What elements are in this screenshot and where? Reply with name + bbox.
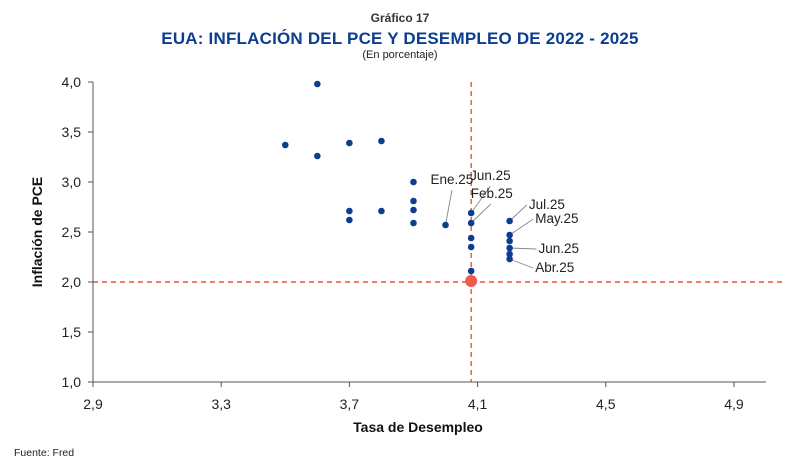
annotation-leader-line [509, 247, 537, 250]
data-point [506, 255, 513, 263]
data-point [467, 243, 475, 251]
data-point [378, 137, 385, 145]
data-point [281, 141, 289, 149]
annotation-label: Jun.25 [470, 168, 511, 183]
y-axis-ticks: 1,0 1,5 2,0 2,5 3,0 3,5 4,0 [62, 74, 93, 390]
annotation-leader-line [509, 204, 528, 222]
chart-kicker: Gráfico 17 [370, 11, 430, 25]
annotation-leader-line [509, 258, 534, 269]
y-tick-label: 2,5 [62, 224, 82, 240]
data-point [442, 221, 449, 229]
annotation-leader-line [470, 185, 491, 214]
data-point [410, 206, 417, 214]
data-point [346, 216, 353, 224]
target-highlight-point [465, 275, 478, 287]
x-tick-label: 3,7 [340, 396, 360, 412]
data-point [506, 244, 513, 252]
y-axis-title: Inflación de PCE [29, 177, 45, 287]
x-tick-label: 3,3 [211, 396, 231, 412]
data-point [410, 178, 417, 186]
annotation-leader-line [509, 218, 534, 236]
data-point [378, 207, 385, 215]
annotation-label: May.25 [535, 211, 578, 226]
data-point [314, 152, 321, 160]
annotation-labels: Ene.25Jun.25Feb.25Jul.25May.25Jun.25Abr.… [431, 168, 579, 275]
annotation-label: Jul.25 [529, 197, 565, 212]
data-point [346, 139, 353, 147]
x-tick-label: 2,9 [83, 396, 103, 412]
x-tick-label: 4,9 [724, 396, 744, 412]
annotation-leader-line [470, 203, 492, 224]
data-point [506, 250, 513, 258]
chart-title: EUA: INFLACIÓN DEL PCE Y DESEMPLEO DE 20… [161, 29, 639, 48]
data-point [410, 219, 417, 227]
reference-lines [93, 82, 782, 382]
annotation-label: Jun.25 [538, 241, 579, 256]
data-point [467, 234, 475, 242]
data-point [467, 219, 475, 227]
x-axis-title: Tasa de Desempleo [353, 419, 483, 435]
data-point [467, 209, 475, 217]
annotation-label: Ene.25 [431, 172, 474, 187]
annotation-label: Feb.25 [471, 186, 513, 201]
source-note: Fuente: Fred [14, 447, 75, 459]
annotation-leader-line [445, 189, 453, 226]
data-point [410, 197, 417, 205]
data-point [506, 217, 513, 225]
y-tick-label: 1,5 [62, 324, 82, 340]
data-point [506, 237, 513, 245]
x-tick-label: 4,1 [468, 396, 488, 412]
y-tick-label: 2,0 [62, 274, 82, 290]
data-point [314, 80, 321, 88]
data-points [281, 80, 513, 287]
y-tick-label: 1,0 [62, 374, 82, 390]
x-tick-label: 4,5 [596, 396, 616, 412]
data-point [467, 267, 475, 275]
annotation-leaders [445, 185, 537, 269]
annotation-label: Abr.25 [535, 260, 574, 275]
data-point [506, 231, 513, 239]
x-axis-ticks: 2,9 3,3 3,7 4,1 4,5 4,9 [83, 382, 744, 412]
y-tick-label: 3,5 [62, 124, 82, 140]
y-tick-label: 4,0 [62, 74, 82, 90]
y-tick-label: 3,0 [62, 174, 82, 190]
chart-subtitle: (En porcentaje) [362, 49, 438, 61]
data-point [346, 207, 353, 215]
